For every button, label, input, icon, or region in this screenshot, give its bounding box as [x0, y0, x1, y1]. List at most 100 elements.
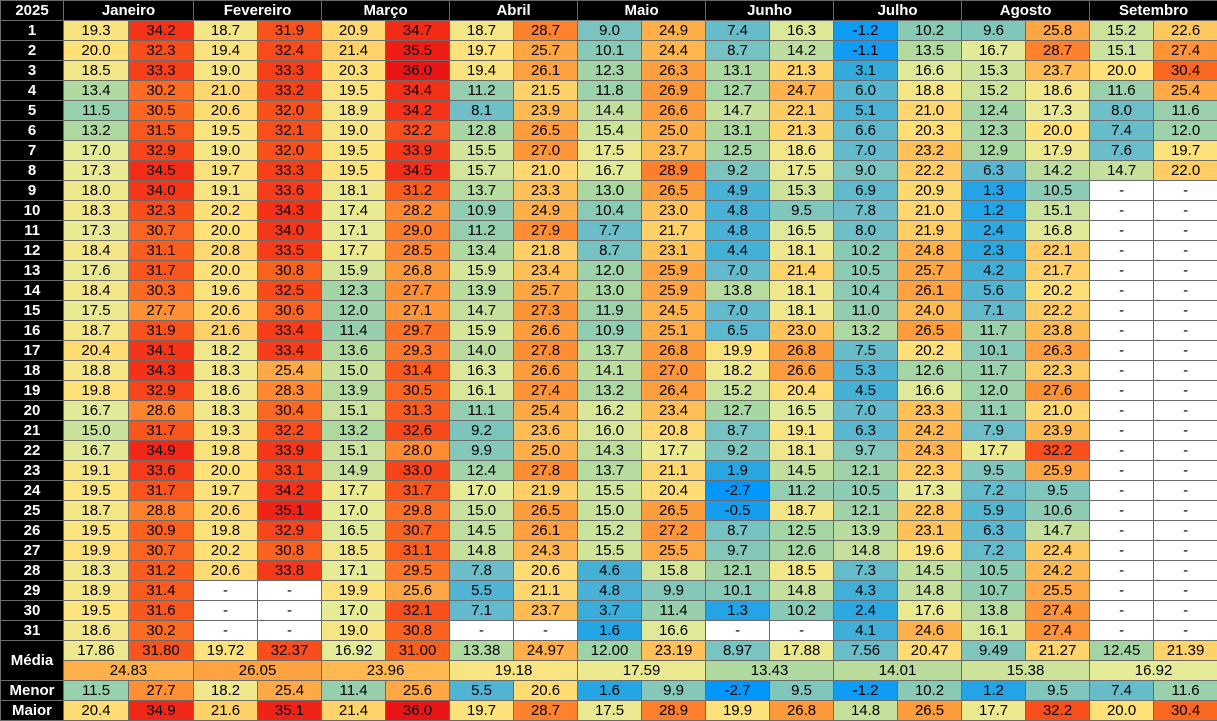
max-temp-cell[interactable]: -	[1153, 440, 1217, 461]
max-temp-cell[interactable]: 24.5	[641, 300, 707, 321]
media-min-cell[interactable]: 8.97	[705, 640, 771, 661]
max-temp-cell[interactable]: 9.9	[641, 580, 707, 601]
min-temp-cell[interactable]: 12.3	[577, 60, 643, 81]
max-temp-cell[interactable]: 34.3	[127, 360, 195, 381]
max-temp-cell[interactable]: 30.3	[127, 280, 195, 301]
min-temp-cell[interactable]: 5.1	[833, 100, 899, 121]
max-temp-cell[interactable]: 35.1	[257, 500, 323, 521]
min-temp-cell[interactable]: 14.7	[449, 300, 515, 321]
max-temp-cell[interactable]: 23.3	[513, 180, 579, 201]
max-temp-cell[interactable]: 25.5	[641, 540, 707, 561]
min-temp-cell[interactable]: 14.5	[449, 520, 515, 541]
maior-max-cell[interactable]: 30.4	[1153, 700, 1217, 721]
max-temp-cell[interactable]: 17.9	[1025, 140, 1091, 161]
min-temp-cell[interactable]: 13.6	[321, 340, 387, 361]
maior-max-cell[interactable]: 35.1	[257, 700, 323, 721]
max-temp-cell[interactable]: -	[1153, 500, 1217, 521]
min-temp-cell[interactable]: 6.5	[705, 320, 771, 341]
min-temp-cell[interactable]: 13.2	[321, 420, 387, 441]
min-temp-cell[interactable]: 14.7	[705, 100, 771, 121]
min-temp-cell[interactable]: -	[1089, 180, 1155, 201]
max-temp-cell[interactable]: 12.5	[769, 520, 835, 541]
min-temp-cell[interactable]: 4.9	[705, 180, 771, 201]
min-temp-cell[interactable]: 13.7	[577, 460, 643, 481]
max-temp-cell[interactable]: 34.9	[127, 440, 195, 461]
min-temp-cell[interactable]: 12.0	[961, 380, 1027, 401]
max-temp-cell[interactable]: 26.6	[513, 360, 579, 381]
media-max-cell[interactable]: 21.27	[1025, 640, 1091, 661]
min-temp-cell[interactable]: 18.4	[63, 240, 129, 261]
max-temp-cell[interactable]: 25.9	[641, 280, 707, 301]
max-temp-cell[interactable]: 31.1	[127, 240, 195, 261]
max-temp-cell[interactable]: 31.2	[127, 560, 195, 581]
max-temp-cell[interactable]: 23.6	[513, 420, 579, 441]
max-temp-cell[interactable]: 26.9	[641, 80, 707, 101]
min-temp-cell[interactable]: -	[1089, 480, 1155, 501]
min-temp-cell[interactable]: 17.1	[321, 220, 387, 241]
max-temp-cell[interactable]: 32.9	[257, 520, 323, 541]
max-temp-cell[interactable]: 21.5	[513, 80, 579, 101]
min-temp-cell[interactable]: 5.3	[833, 360, 899, 381]
max-temp-cell[interactable]: 29.0	[385, 220, 451, 241]
min-temp-cell[interactable]: 15.5	[577, 480, 643, 501]
min-temp-cell[interactable]: 10.5	[833, 480, 899, 501]
max-temp-cell[interactable]: 31.9	[127, 320, 195, 341]
menor-min-cell[interactable]: 7.4	[1089, 680, 1155, 701]
min-temp-cell[interactable]: 13.9	[449, 280, 515, 301]
menor-max-cell[interactable]: 9.5	[1025, 680, 1091, 701]
max-temp-cell[interactable]: -	[1153, 580, 1217, 601]
min-temp-cell[interactable]: 9.6	[961, 20, 1027, 41]
max-temp-cell[interactable]: -	[1153, 220, 1217, 241]
min-temp-cell[interactable]: 5.9	[961, 500, 1027, 521]
max-temp-cell[interactable]: 26.5	[513, 120, 579, 141]
max-temp-cell[interactable]: 17.3	[897, 480, 963, 501]
min-temp-cell[interactable]: 15.9	[449, 260, 515, 281]
max-temp-cell[interactable]: 20.2	[1025, 280, 1091, 301]
max-temp-cell[interactable]: 22.6	[1153, 20, 1217, 41]
max-temp-cell[interactable]: 16.5	[769, 220, 835, 241]
max-temp-cell[interactable]: 23.4	[513, 260, 579, 281]
min-temp-cell[interactable]: 11.9	[577, 300, 643, 321]
media-max-cell[interactable]: 31.00	[385, 640, 451, 661]
min-temp-cell[interactable]: 12.1	[705, 560, 771, 581]
max-temp-cell[interactable]: 21.7	[1025, 260, 1091, 281]
min-temp-cell[interactable]: 18.2	[193, 340, 259, 361]
max-temp-cell[interactable]: 21.0	[1025, 400, 1091, 421]
min-temp-cell[interactable]: 18.4	[63, 280, 129, 301]
min-temp-cell[interactable]: -	[1089, 220, 1155, 241]
max-temp-cell[interactable]: 33.6	[257, 180, 323, 201]
maior-max-cell[interactable]: 26.8	[769, 700, 835, 721]
max-temp-cell[interactable]: 26.4	[641, 380, 707, 401]
max-temp-cell[interactable]: 30.9	[127, 520, 195, 541]
max-temp-cell[interactable]: -	[1153, 280, 1217, 301]
media-total-cell[interactable]: 16.92	[1089, 660, 1217, 681]
max-temp-cell[interactable]: 34.7	[385, 20, 451, 41]
min-temp-cell[interactable]: 17.3	[63, 220, 129, 241]
min-temp-cell[interactable]: 12.7	[705, 400, 771, 421]
max-temp-cell[interactable]: 31.7	[127, 420, 195, 441]
min-temp-cell[interactable]: 7.9	[961, 420, 1027, 441]
min-temp-cell[interactable]: 19.1	[193, 180, 259, 201]
max-temp-cell[interactable]: 26.5	[897, 320, 963, 341]
media-max-cell[interactable]: 31.80	[127, 640, 195, 661]
max-temp-cell[interactable]: 30.7	[385, 520, 451, 541]
max-temp-cell[interactable]: 27.0	[641, 360, 707, 381]
min-temp-cell[interactable]: 12.9	[961, 140, 1027, 161]
min-temp-cell[interactable]: 19.3	[63, 20, 129, 41]
max-temp-cell[interactable]: 27.4	[513, 380, 579, 401]
min-temp-cell[interactable]: 19.9	[705, 340, 771, 361]
min-temp-cell[interactable]: 11.2	[449, 220, 515, 241]
max-temp-cell[interactable]: 22.3	[897, 460, 963, 481]
max-temp-cell[interactable]: 33.3	[257, 160, 323, 181]
min-temp-cell[interactable]: 19.5	[63, 600, 129, 621]
max-temp-cell[interactable]: 23.1	[897, 520, 963, 541]
max-temp-cell[interactable]: 30.8	[257, 540, 323, 561]
max-temp-cell[interactable]: 25.1	[641, 320, 707, 341]
max-temp-cell[interactable]: 35.5	[385, 40, 451, 61]
min-temp-cell[interactable]: 16.3	[449, 360, 515, 381]
max-temp-cell[interactable]: 32.2	[257, 420, 323, 441]
min-temp-cell[interactable]: -	[1089, 500, 1155, 521]
max-temp-cell[interactable]: 34.5	[127, 160, 195, 181]
max-temp-cell[interactable]: 34.3	[257, 200, 323, 221]
min-temp-cell[interactable]: 13.4	[449, 240, 515, 261]
